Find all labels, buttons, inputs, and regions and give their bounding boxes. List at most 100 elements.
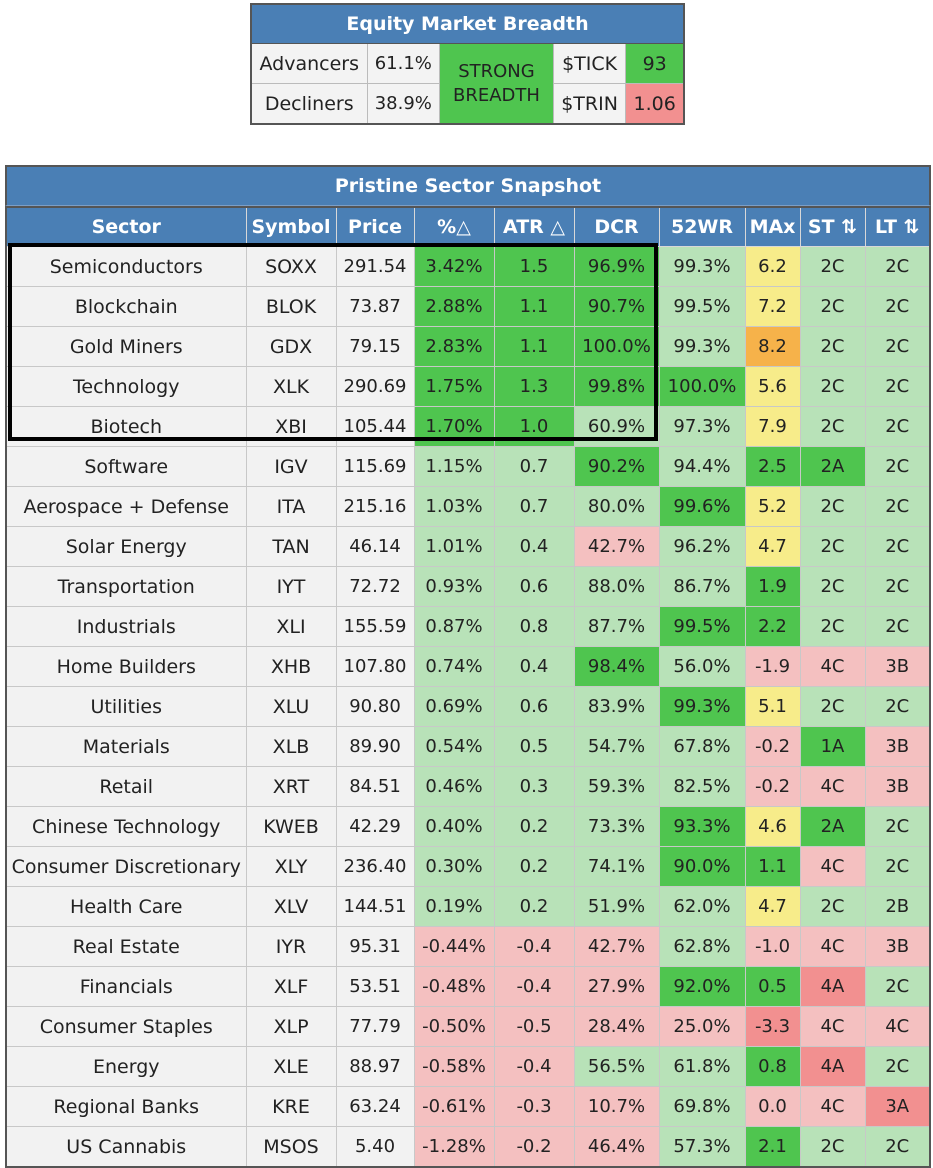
sector-header-row: Sector Symbol Price %△ ATR △ DCR 52WR MAx ST ⇅ LT…: [5, 206, 931, 247]
cell-symbol: GDX: [245, 326, 337, 367]
cell-pct-change: 1.75%: [413, 366, 495, 407]
cell-symbol: XLU: [245, 686, 337, 727]
cell-symbol: ITA: [245, 486, 337, 527]
cell-52wr: 99.6%: [658, 486, 746, 527]
cell-atr-change: 0.7: [493, 486, 575, 527]
cell-atr-change: 0.5: [493, 726, 575, 767]
cell-52wr: 67.8%: [658, 726, 746, 767]
cell-atr-change: 0.2: [493, 886, 575, 927]
cell-lt: 2C: [864, 446, 931, 487]
cell-st: 2C: [799, 406, 866, 447]
cell-52wr: 96.2%: [658, 526, 746, 567]
cell-max: -1.9: [744, 646, 801, 687]
cell-max: 6.2: [744, 246, 801, 287]
cell-max: 2.5: [744, 446, 801, 487]
column-header-price: Price: [335, 206, 415, 247]
cell-price: 72.72: [335, 566, 415, 607]
cell-st: 4C: [799, 766, 866, 807]
cell-price: 144.51: [335, 886, 415, 927]
cell-52wr: 97.3%: [658, 406, 746, 447]
cell-dcr: 99.8%: [573, 366, 660, 407]
column-header-atr-change: ATR △: [493, 206, 575, 247]
cell-sector: Aerospace + Defense: [5, 486, 247, 527]
cell-st: 2C: [799, 486, 866, 527]
cell-symbol: XLB: [245, 726, 337, 767]
table-row: Chinese Technology KWEB 42.29 0.40% 0.2 73.3%…: [5, 806, 931, 847]
cell-symbol: KWEB: [245, 806, 337, 847]
cell-lt: 2C: [864, 686, 931, 727]
cell-max: 7.9: [744, 406, 801, 447]
cell-pct-change: 0.93%: [413, 566, 495, 607]
table-row: Materials XLB 89.90 0.54% 0.5 54.7% 67.8% -0.2 1…: [5, 726, 931, 767]
cell-max: 2.2: [744, 606, 801, 647]
cell-lt: 2C: [864, 1126, 931, 1168]
table-row: Energy XLE 88.97 -0.58% -0.4 56.5% 61.8% 0.8 4A 2…: [5, 1046, 931, 1087]
cell-52wr: 61.8%: [658, 1046, 746, 1087]
cell-price: 5.40: [335, 1126, 415, 1168]
table-row: Home Builders XHB 107.80 0.74% 0.4 98.4% 56.0%…: [5, 646, 931, 687]
cell-atr-change: 0.6: [493, 566, 575, 607]
cell-sector: Real Estate: [5, 926, 247, 967]
cell-st: 2C: [799, 326, 866, 367]
column-header-symbol: Symbol: [245, 206, 337, 247]
cell-st: 4C: [799, 646, 866, 687]
cell-pct-change: 1.01%: [413, 526, 495, 567]
cell-lt: 4C: [864, 1006, 931, 1047]
cell-sector: Health Care: [5, 886, 247, 927]
cell-st: 4C: [799, 1006, 866, 1047]
cell-max: -0.2: [744, 766, 801, 807]
cell-dcr: 73.3%: [573, 806, 660, 847]
cell-price: 90.80: [335, 686, 415, 727]
cell-dcr: 90.2%: [573, 446, 660, 487]
cell-atr-change: -0.5: [493, 1006, 575, 1047]
cell-price: 53.51: [335, 966, 415, 1007]
cell-symbol: XBI: [245, 406, 337, 447]
column-header-pct-change: %△: [413, 206, 495, 247]
cell-52wr: 25.0%: [658, 1006, 746, 1047]
cell-pct-change: 1.15%: [413, 446, 495, 487]
cell-52wr: 99.5%: [658, 286, 746, 327]
cell-dcr: 59.3%: [573, 766, 660, 807]
cell-pct-change: -0.61%: [413, 1086, 495, 1127]
cell-atr-change: 0.2: [493, 806, 575, 847]
cell-lt: 2C: [864, 606, 931, 647]
table-row: Blockchain BLOK 73.87 2.88% 1.1 90.7% 99.5% 7.2…: [5, 286, 931, 327]
cell-dcr: 27.9%: [573, 966, 660, 1007]
cell-52wr: 86.7%: [658, 566, 746, 607]
cell-st: 2A: [799, 446, 866, 487]
advancers-label: Advancers: [250, 43, 368, 84]
cell-sector: Technology: [5, 366, 247, 407]
column-header-52wr: 52WR: [658, 206, 746, 247]
cell-st: 2A: [799, 806, 866, 847]
table-row: Transportation IYT 72.72 0.93% 0.6 88.0% 86.7%…: [5, 566, 931, 607]
cell-pct-change: -0.48%: [413, 966, 495, 1007]
column-header-sector: Sector: [5, 206, 247, 247]
cell-symbol: XLE: [245, 1046, 337, 1087]
cell-lt: 2C: [864, 486, 931, 527]
cell-sector: Home Builders: [5, 646, 247, 687]
cell-pct-change: 2.83%: [413, 326, 495, 367]
cell-sector: Regional Banks: [5, 1086, 247, 1127]
cell-symbol: MSOS: [245, 1126, 337, 1168]
cell-symbol: XLF: [245, 966, 337, 1007]
cell-dcr: 10.7%: [573, 1086, 660, 1127]
table-row: Gold Miners GDX 79.15 2.83% 1.1 100.0% 99.3% 8.…: [5, 326, 931, 367]
cell-max: 1.1: [744, 846, 801, 887]
cell-price: 88.97: [335, 1046, 415, 1087]
cell-sector: Semiconductors: [5, 246, 247, 287]
cell-52wr: 90.0%: [658, 846, 746, 887]
cell-st: 1A: [799, 726, 866, 767]
table-row: Health Care XLV 144.51 0.19% 0.2 51.9% 62.0% 4.…: [5, 886, 931, 927]
cell-atr-change: 0.4: [493, 646, 575, 687]
cell-atr-change: 1.0: [493, 406, 575, 447]
cell-price: 115.69: [335, 446, 415, 487]
table-row: Financials XLF 53.51 -0.48% -0.4 27.9% 92.0% 0.…: [5, 966, 931, 1007]
market-breadth-table: Equity Market Breadth Advancers 61.1% ST…: [250, 3, 685, 125]
cell-st: 4C: [799, 1086, 866, 1127]
cell-52wr: 100.0%: [658, 366, 746, 407]
cell-pct-change: 1.03%: [413, 486, 495, 527]
cell-sector: Consumer Staples: [5, 1006, 247, 1047]
cell-lt: 2C: [864, 846, 931, 887]
cell-st: 2C: [799, 686, 866, 727]
cell-lt: 2B: [864, 886, 931, 927]
